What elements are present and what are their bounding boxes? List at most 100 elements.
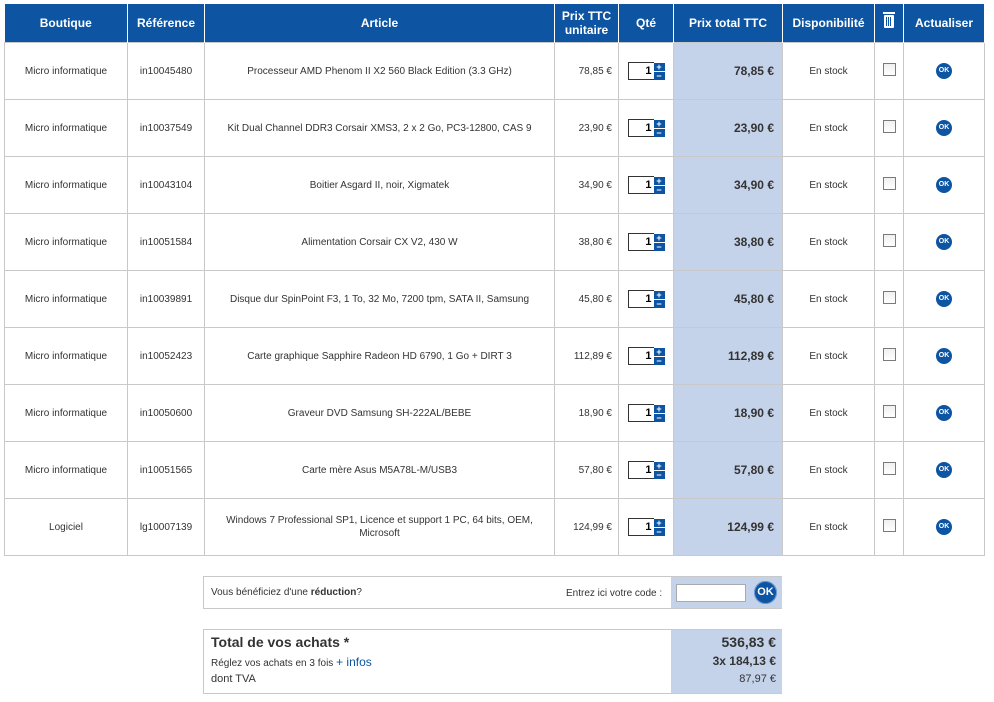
vat-label: dont TVA <box>211 673 256 685</box>
plus-button[interactable]: + <box>653 404 665 413</box>
quantity-input[interactable]: 1 <box>627 62 654 80</box>
minus-button[interactable]: − <box>653 470 665 479</box>
cell-total-price: 38,80 € <box>673 213 783 271</box>
plus-button[interactable]: + <box>653 347 665 356</box>
cell-unit-price: 124,99 € <box>554 498 619 556</box>
plus-button[interactable]: + <box>653 461 665 470</box>
cell-unit-price: 112,89 € <box>554 327 619 385</box>
delete-checkbox[interactable] <box>882 119 896 133</box>
quantity-stepper: 1 + − <box>627 62 665 80</box>
header-availability: Disponibilité <box>782 4 875 43</box>
quantity-input[interactable]: 1 <box>627 290 654 308</box>
cell-reference: in10039891 <box>127 270 205 328</box>
cell-article: Boitier Asgard II, noir, Xigmatek <box>204 156 555 214</box>
header-quantity: Qté <box>618 4 674 43</box>
minus-button[interactable]: − <box>653 299 665 308</box>
quantity-buttons: + − <box>653 518 665 536</box>
promo-code-input[interactable] <box>676 584 746 602</box>
installments-info-link[interactable]: + infos <box>336 655 372 669</box>
refresh-ok-button[interactable]: OK <box>936 405 952 421</box>
quantity-stepper: 1 + − <box>627 518 665 536</box>
cell-article: Carte graphique Sapphire Radeon HD 6790,… <box>204 327 555 385</box>
delete-checkbox[interactable] <box>882 233 896 247</box>
cell-article: Processeur AMD Phenom II X2 560 Black Ed… <box>204 42 555 100</box>
cell-article: Carte mère Asus M5A78L-M/USB3 <box>204 441 555 499</box>
plus-button[interactable]: + <box>653 176 665 185</box>
cell-unit-price: 78,85 € <box>554 42 619 100</box>
header-delete <box>874 4 904 43</box>
cell-shop: Micro informatique <box>4 99 128 157</box>
quantity-buttons: + − <box>653 176 665 194</box>
minus-button[interactable]: − <box>653 242 665 251</box>
cell-unit-price: 38,80 € <box>554 213 619 271</box>
refresh-ok-button[interactable]: OK <box>936 177 952 193</box>
cell-reference: in10052423 <box>127 327 205 385</box>
installments-label: Réglez vos achats en 3 fois + infos <box>211 655 372 669</box>
trash-icon <box>883 12 895 28</box>
minus-button[interactable]: − <box>653 527 665 536</box>
refresh-ok-button[interactable]: OK <box>936 120 952 136</box>
cell-refresh: OK <box>903 213 985 271</box>
table-row: Micro informatique in10051584 Alimentation… <box>4 213 985 271</box>
total-amount: 536,83 € <box>721 634 777 650</box>
cell-total-price: 34,90 € <box>673 156 783 214</box>
cell-quantity: 1 + − <box>618 384 674 442</box>
plus-button[interactable]: + <box>653 62 665 71</box>
refresh-ok-button[interactable]: OK <box>936 63 952 79</box>
refresh-ok-button[interactable]: OK <box>936 234 952 250</box>
refresh-ok-button[interactable]: OK <box>936 348 952 364</box>
delete-checkbox[interactable] <box>882 62 896 76</box>
quantity-buttons: + − <box>653 233 665 251</box>
cell-shop: Micro informatique <box>4 213 128 271</box>
cell-availability: En stock <box>782 384 875 442</box>
quantity-buttons: + − <box>653 62 665 80</box>
header-reference: Référence <box>127 4 205 43</box>
quantity-input[interactable]: 1 <box>627 176 654 194</box>
quantity-input[interactable]: 1 <box>627 119 654 137</box>
promo-question: Vous bénéficiez d'une réduction? <box>211 587 362 598</box>
quantity-input[interactable]: 1 <box>627 233 654 251</box>
quantity-buttons: + − <box>653 290 665 308</box>
delete-checkbox[interactable] <box>882 176 896 190</box>
plus-button[interactable]: + <box>653 518 665 527</box>
cell-quantity: 1 + − <box>618 441 674 499</box>
cell-delete <box>874 384 904 442</box>
minus-button[interactable]: − <box>653 413 665 422</box>
cell-shop: Micro informatique <box>4 270 128 328</box>
minus-button[interactable]: − <box>653 128 665 137</box>
quantity-stepper: 1 + − <box>627 176 665 194</box>
refresh-ok-button[interactable]: OK <box>936 519 952 535</box>
cart-table: Boutique Référence Article Prix TTC unit… <box>4 4 985 556</box>
cell-reference: in10051584 <box>127 213 205 271</box>
refresh-ok-button[interactable]: OK <box>936 291 952 307</box>
installments-text: Réglez vos achats en 3 fois <box>211 658 337 669</box>
delete-checkbox[interactable] <box>882 461 896 475</box>
quantity-input[interactable]: 1 <box>627 404 654 422</box>
promo-ok-button[interactable]: OK <box>754 581 777 604</box>
cell-reference: in10037549 <box>127 99 205 157</box>
cell-refresh: OK <box>903 270 985 328</box>
cell-delete <box>874 156 904 214</box>
cell-total-price: 23,90 € <box>673 99 783 157</box>
minus-button[interactable]: − <box>653 185 665 194</box>
plus-button[interactable]: + <box>653 119 665 128</box>
delete-checkbox[interactable] <box>882 347 896 361</box>
delete-checkbox[interactable] <box>882 518 896 532</box>
quantity-input[interactable]: 1 <box>627 347 654 365</box>
minus-button[interactable]: − <box>653 71 665 80</box>
quantity-input[interactable]: 1 <box>627 518 654 536</box>
table-row: Micro informatique in10037549 Kit Dual Cha… <box>4 99 985 157</box>
minus-button[interactable]: − <box>653 356 665 365</box>
delete-checkbox[interactable] <box>882 290 896 304</box>
delete-checkbox[interactable] <box>882 404 896 418</box>
quantity-input[interactable]: 1 <box>627 461 654 479</box>
refresh-ok-button[interactable]: OK <box>936 462 952 478</box>
quantity-buttons: + − <box>653 119 665 137</box>
cell-article: Windows 7 Professional SP1, Licence et s… <box>204 498 555 556</box>
cell-article: Alimentation Corsair CX V2, 430 W <box>204 213 555 271</box>
cell-reference: in10051565 <box>127 441 205 499</box>
plus-button[interactable]: + <box>653 233 665 242</box>
plus-button[interactable]: + <box>653 290 665 299</box>
cell-unit-price: 18,90 € <box>554 384 619 442</box>
cell-refresh: OK <box>903 42 985 100</box>
